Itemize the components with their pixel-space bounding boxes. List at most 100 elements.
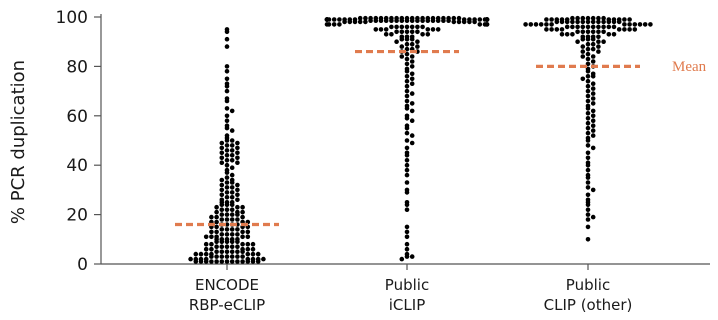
- category-label: CLIP (other): [544, 296, 633, 314]
- mean-legend-label: Mean: [672, 59, 707, 75]
- data-point: [400, 37, 405, 42]
- data-point: [230, 240, 235, 245]
- data-point: [617, 27, 622, 32]
- data-point: [235, 259, 240, 264]
- data-point: [586, 37, 591, 42]
- data-point: [220, 202, 225, 207]
- data-point: [591, 114, 596, 119]
- data-point: [400, 18, 405, 23]
- category-label: ENCODE: [195, 276, 259, 294]
- data-point: [575, 30, 580, 35]
- data-point: [410, 25, 415, 30]
- data-point: [581, 37, 586, 42]
- data-point: [214, 244, 219, 249]
- data-point: [472, 20, 477, 25]
- data-point: [220, 156, 225, 161]
- data-point: [581, 25, 586, 30]
- data-point: [581, 30, 586, 35]
- data-point: [478, 17, 483, 22]
- data-point: [204, 259, 209, 264]
- y-tick-label: 60: [66, 107, 88, 127]
- data-point: [214, 210, 219, 215]
- data-point: [405, 79, 410, 84]
- data-point: [523, 22, 528, 27]
- data-point: [586, 111, 591, 116]
- data-point: [405, 242, 410, 247]
- data-point: [446, 18, 451, 23]
- data-point: [534, 22, 539, 27]
- data-point: [230, 143, 235, 148]
- data-points: [188, 16, 652, 264]
- data-point: [586, 121, 591, 126]
- category-label: RBP-eCLIP: [189, 296, 265, 314]
- data-point: [220, 227, 225, 232]
- data-point: [325, 17, 330, 22]
- data-point: [586, 237, 591, 242]
- data-point: [405, 126, 410, 131]
- data-point: [586, 138, 591, 143]
- category-label: iCLIP: [389, 296, 425, 314]
- data-point: [235, 205, 240, 210]
- data-point: [394, 18, 399, 23]
- data-point: [549, 17, 554, 22]
- data-point: [405, 99, 410, 104]
- category-label: Public: [566, 276, 610, 294]
- data-point: [467, 20, 472, 25]
- data-point: [586, 20, 591, 25]
- data-point: [436, 27, 441, 32]
- data-point: [225, 99, 230, 104]
- data-point: [485, 22, 490, 27]
- data-point: [596, 39, 601, 44]
- data-point: [622, 22, 627, 27]
- data-point: [235, 146, 240, 151]
- data-point: [230, 165, 235, 170]
- data-point: [633, 27, 638, 32]
- data-point: [214, 215, 219, 220]
- data-point: [225, 259, 230, 264]
- data-point: [230, 207, 235, 212]
- data-point: [591, 37, 596, 42]
- data-point: [565, 25, 570, 30]
- data-point: [405, 25, 410, 30]
- data-point: [607, 25, 612, 30]
- data-point: [591, 101, 596, 106]
- y-tick-label: 0: [77, 255, 88, 275]
- data-point: [246, 259, 251, 264]
- data-point: [225, 175, 230, 180]
- data-point: [591, 25, 596, 30]
- data-point: [586, 99, 591, 104]
- data-point: [235, 156, 240, 161]
- data-point: [225, 185, 230, 190]
- data-point: [240, 215, 245, 220]
- data-point: [225, 207, 230, 212]
- data-point: [420, 18, 425, 23]
- data-point: [643, 22, 648, 27]
- data-point: [586, 143, 591, 148]
- data-point: [410, 64, 415, 69]
- data-point: [415, 39, 420, 44]
- data-point: [230, 153, 235, 158]
- data-point: [405, 37, 410, 42]
- data-point: [214, 205, 219, 210]
- data-point: [596, 44, 601, 49]
- data-point: [214, 249, 219, 254]
- data-point: [240, 235, 245, 240]
- data-point: [384, 32, 389, 37]
- data-point: [235, 232, 240, 237]
- data-point: [410, 91, 415, 96]
- data-point: [415, 30, 420, 35]
- data-point: [261, 257, 266, 262]
- data-point: [214, 230, 219, 235]
- data-point: [214, 240, 219, 245]
- data-point: [410, 42, 415, 47]
- data-point: [225, 69, 230, 74]
- data-point: [586, 57, 591, 62]
- data-point: [230, 217, 235, 222]
- data-point: [405, 131, 410, 136]
- data-point: [405, 69, 410, 74]
- data-point: [591, 96, 596, 101]
- data-point: [405, 158, 410, 163]
- data-point: [570, 32, 575, 37]
- data-point: [405, 30, 410, 35]
- data-point: [405, 225, 410, 230]
